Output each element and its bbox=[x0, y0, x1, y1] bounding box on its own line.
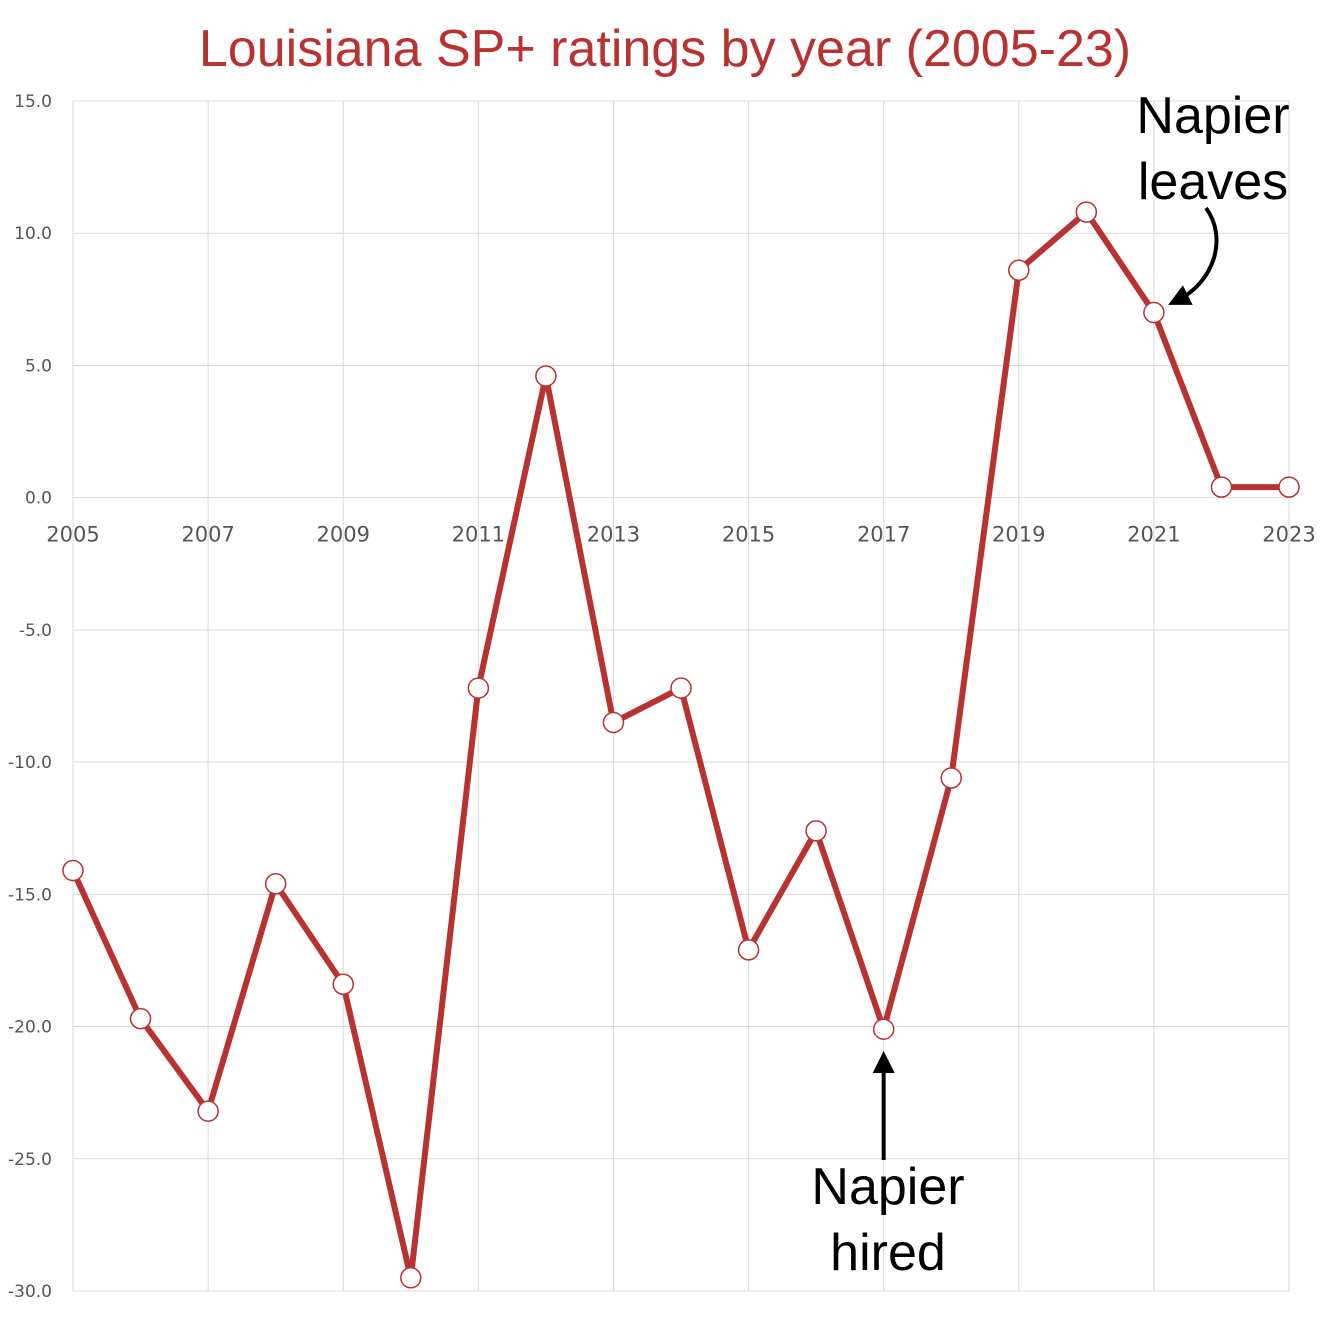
data-point-2023 bbox=[1278, 476, 1300, 498]
x-tick-label: 2007 bbox=[181, 523, 234, 547]
x-axis-ticks: 2005 2007 2009 2011 2013 2015 2017 2019 2021 2023 bbox=[46, 523, 1315, 547]
data-point-2008 bbox=[264, 873, 287, 895]
series-line bbox=[70, 209, 1292, 1281]
x-tick-label: 2005 bbox=[46, 523, 99, 547]
x-tick-label: 2019 bbox=[992, 523, 1045, 547]
annotation-napier-leaves-line-1: Napier bbox=[1136, 87, 1289, 145]
annotations: Napier leaves Napier hired bbox=[811, 87, 1289, 1282]
data-point-2019 bbox=[1008, 259, 1030, 281]
annotation-napier-hired-line-2: hired bbox=[830, 1224, 946, 1282]
data-point-2013 bbox=[602, 711, 625, 734]
data-point-2015 bbox=[737, 939, 760, 961]
x-tick-label: 2017 bbox=[857, 523, 910, 547]
y-tick-label: -10.0 bbox=[8, 753, 52, 773]
y-tick-label: 0.0 bbox=[25, 489, 52, 509]
data-point-2017 bbox=[872, 1018, 895, 1040]
data-point-2009 bbox=[332, 973, 354, 995]
data-point-2006 bbox=[129, 1007, 152, 1030]
annotation-napier-leaves-line-2: leaves bbox=[1138, 153, 1288, 211]
y-tick-label: 5.0 bbox=[25, 356, 52, 376]
y-axis-ticks: 15.0 10.0 5.0 0.0 -5.0 -10.0 -15.0 -20.0 -25.0 -3… bbox=[8, 92, 52, 1302]
data-point-2016 bbox=[805, 820, 827, 842]
data-point-2012 bbox=[535, 365, 557, 387]
y-tick-label: -15.0 bbox=[8, 885, 52, 905]
data-point-2011 bbox=[467, 677, 490, 699]
data-point-2018 bbox=[940, 767, 962, 789]
y-tick-label: -25.0 bbox=[8, 1150, 52, 1170]
data-point-2021 bbox=[1143, 301, 1165, 324]
x-tick-label: 2013 bbox=[587, 523, 640, 547]
data-point-2014 bbox=[670, 677, 692, 699]
data-point-2022 bbox=[1210, 476, 1233, 498]
y-tick-label: -30.0 bbox=[8, 1282, 52, 1302]
y-tick-label: 10.0 bbox=[14, 224, 52, 244]
data-point-2007 bbox=[197, 1100, 219, 1122]
data-point-2020 bbox=[1075, 201, 1098, 223]
data-point-2010 bbox=[400, 1267, 422, 1289]
x-tick-label: 2023 bbox=[1262, 523, 1315, 547]
chart-title: Louisiana SP+ ratings by year (2005-23) bbox=[199, 20, 1131, 78]
x-tick-label: 2021 bbox=[1127, 523, 1180, 547]
x-tick-label: 2011 bbox=[452, 523, 505, 547]
arrow-napier-leaves bbox=[1168, 206, 1219, 305]
annotation-napier-hired-line-1: Napier bbox=[811, 1158, 964, 1216]
x-tick-label: 2009 bbox=[316, 523, 369, 547]
series-line-layer bbox=[70, 209, 1292, 1281]
y-tick-label: -20.0 bbox=[8, 1018, 52, 1038]
data-point-2005 bbox=[62, 859, 84, 882]
y-tick-label: -5.0 bbox=[19, 621, 52, 641]
data-points bbox=[62, 201, 1300, 1289]
y-tick-label: 15.0 bbox=[14, 92, 52, 112]
x-tick-label: 2015 bbox=[722, 523, 775, 547]
